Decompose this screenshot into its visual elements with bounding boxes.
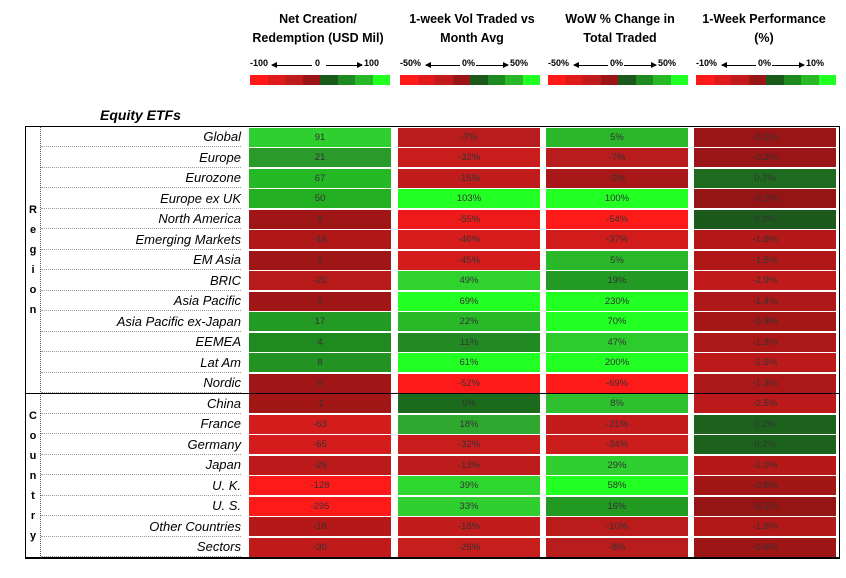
column-header-line: WoW % Change in — [545, 10, 695, 29]
legend-swatch — [566, 75, 584, 85]
section-title: Equity ETFs — [100, 107, 181, 123]
legend-swatch — [400, 75, 418, 85]
legend-swatch — [801, 75, 819, 85]
right-arrow-icon — [624, 65, 656, 66]
legend-swatch — [583, 75, 601, 85]
legend-swatch — [505, 75, 523, 85]
column-header-line: 1-week Vol Traded vs — [397, 10, 547, 29]
legend-swatch — [653, 75, 671, 85]
legend-swatch — [819, 75, 837, 85]
legend-swatch — [636, 75, 654, 85]
legend-swatch — [548, 75, 566, 85]
column-header-1: Net Creation/Redemption (USD Mil) — [243, 10, 393, 48]
right-arrow-icon — [772, 65, 804, 66]
group-label-letter: n — [25, 300, 41, 320]
column-header-4: 1-Week Performance(%) — [689, 10, 839, 48]
legend-max-label: 50% — [510, 58, 528, 68]
legend-swatch — [303, 75, 321, 85]
legend-swatch — [435, 75, 453, 85]
legend-swatch — [731, 75, 749, 85]
group-label-letter: R — [25, 200, 41, 220]
color-scale-legend-2: -50% 0% 50% — [400, 58, 540, 86]
group-label-letter: g — [25, 240, 41, 260]
legend-swatch — [488, 75, 506, 85]
legend-max-label: 100 — [364, 58, 379, 68]
table-frame — [25, 126, 840, 559]
column-header-line: Total Traded — [545, 29, 695, 48]
legend-swatches — [696, 75, 836, 85]
group-label-letter: o — [25, 280, 41, 300]
group-label-letter: C — [25, 406, 41, 426]
legend-swatch — [696, 75, 714, 85]
legend-swatch — [766, 75, 784, 85]
legend-max-label: 50% — [658, 58, 676, 68]
group-label-letter: y — [25, 526, 41, 546]
legend-swatch — [601, 75, 619, 85]
legend-swatch — [714, 75, 732, 85]
legend-swatch — [285, 75, 303, 85]
group-separator — [25, 393, 840, 394]
legend-min-label: -50% — [548, 58, 569, 68]
group-label-letter: e — [25, 220, 41, 240]
legend-swatches — [250, 75, 390, 85]
legend-swatch — [250, 75, 268, 85]
left-arrow-icon — [272, 65, 312, 66]
legend-mid-label: 0% — [758, 58, 771, 68]
group-label-letter: r — [25, 506, 41, 526]
right-arrow-icon — [476, 65, 508, 66]
left-arrow-icon — [722, 65, 756, 66]
group-separator — [25, 557, 840, 558]
column-header-line: 1-Week Performance — [689, 10, 839, 29]
legend-swatch — [320, 75, 338, 85]
legend-swatch — [671, 75, 689, 85]
legend-swatch — [418, 75, 436, 85]
legend-swatches — [400, 75, 540, 85]
group-label — [25, 558, 41, 578]
legend-swatch — [470, 75, 488, 85]
legend-swatch — [338, 75, 356, 85]
group-label-letter: t — [25, 486, 41, 506]
legend-swatch — [618, 75, 636, 85]
color-scale-legend-4: -10% 0% 10% — [696, 58, 836, 86]
legend-min-label: -100 — [250, 58, 268, 68]
color-scale-legend-3: -50% 0% 50% — [548, 58, 688, 86]
group-label-letter: u — [25, 446, 41, 466]
group-label-letter: i — [25, 260, 41, 280]
color-scale-legend-1: -100 0 100 — [250, 58, 390, 86]
legend-mid-label: 0 — [315, 58, 320, 68]
legend-swatch — [355, 75, 373, 85]
right-arrow-icon — [326, 65, 362, 66]
legend-swatch — [784, 75, 802, 85]
left-arrow-icon — [574, 65, 608, 66]
legend-swatch — [523, 75, 541, 85]
legend-swatch — [268, 75, 286, 85]
legend-min-label: -50% — [400, 58, 421, 68]
column-header-line: Net Creation/ — [243, 10, 393, 29]
legend-swatches — [548, 75, 688, 85]
column-header-line: Redemption (USD Mil) — [243, 29, 393, 48]
left-arrow-icon — [426, 65, 460, 66]
legend-min-label: -10% — [696, 58, 717, 68]
group-label-letter: n — [25, 466, 41, 486]
column-header-line: Month Avg — [397, 29, 547, 48]
legend-mid-label: 0% — [610, 58, 623, 68]
legend-max-label: 10% — [806, 58, 824, 68]
legend-mid-label: 0% — [462, 58, 475, 68]
column-header-line: (%) — [689, 29, 839, 48]
legend-swatch — [749, 75, 767, 85]
group-label-letter: o — [25, 426, 41, 446]
legend-swatch — [453, 75, 471, 85]
legend-swatch — [373, 75, 391, 85]
